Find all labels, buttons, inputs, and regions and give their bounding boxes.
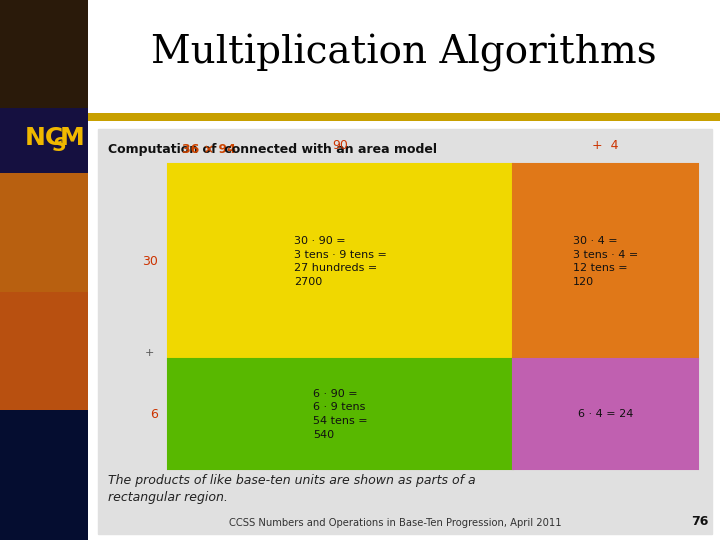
Text: 36 × 94: 36 × 94 — [182, 143, 236, 156]
Text: 90: 90 — [333, 139, 348, 152]
Bar — [513, 359, 698, 469]
Text: Computation of: Computation of — [108, 143, 221, 156]
Text: 6: 6 — [150, 408, 158, 421]
Text: 30 · 4 =
3 tens · 4 =
12 tens =
120: 30 · 4 = 3 tens · 4 = 12 tens = 120 — [572, 236, 638, 287]
Text: connected with an area model: connected with an area model — [220, 143, 437, 156]
Bar — [0, 0, 88, 108]
Bar — [88, 113, 720, 121]
Text: 30 · 90 =
3 tens · 9 tens =
27 hundreds =
2700: 30 · 90 = 3 tens · 9 tens = 27 hundreds … — [294, 236, 387, 287]
Text: 6 · 4 = 24: 6 · 4 = 24 — [577, 409, 633, 419]
Text: +  4: + 4 — [592, 139, 618, 152]
Text: NC: NC — [24, 126, 63, 151]
Text: Multiplication Algorithms: Multiplication Algorithms — [151, 33, 657, 71]
Text: The products of like base-ten units are shown as parts of a
rectangular region.: The products of like base-ten units are … — [108, 474, 476, 503]
Bar — [98, 129, 712, 534]
Text: +: + — [145, 348, 154, 358]
Text: M: M — [60, 126, 84, 151]
Bar — [0, 292, 88, 410]
Bar — [513, 164, 698, 359]
Bar — [0, 108, 88, 173]
Text: 30: 30 — [142, 255, 158, 268]
Bar — [0, 410, 88, 540]
Bar — [168, 359, 513, 469]
Text: 6 · 90 =
6 · 9 tens
54 tens =
540: 6 · 90 = 6 · 9 tens 54 tens = 540 — [313, 389, 368, 440]
Bar — [168, 164, 513, 359]
Text: S: S — [53, 136, 67, 155]
Text: CCSS Numbers and Operations in Base-Ten Progression, April 2011: CCSS Numbers and Operations in Base-Ten … — [229, 518, 562, 528]
Text: 76: 76 — [690, 515, 708, 528]
Bar — [0, 173, 88, 292]
